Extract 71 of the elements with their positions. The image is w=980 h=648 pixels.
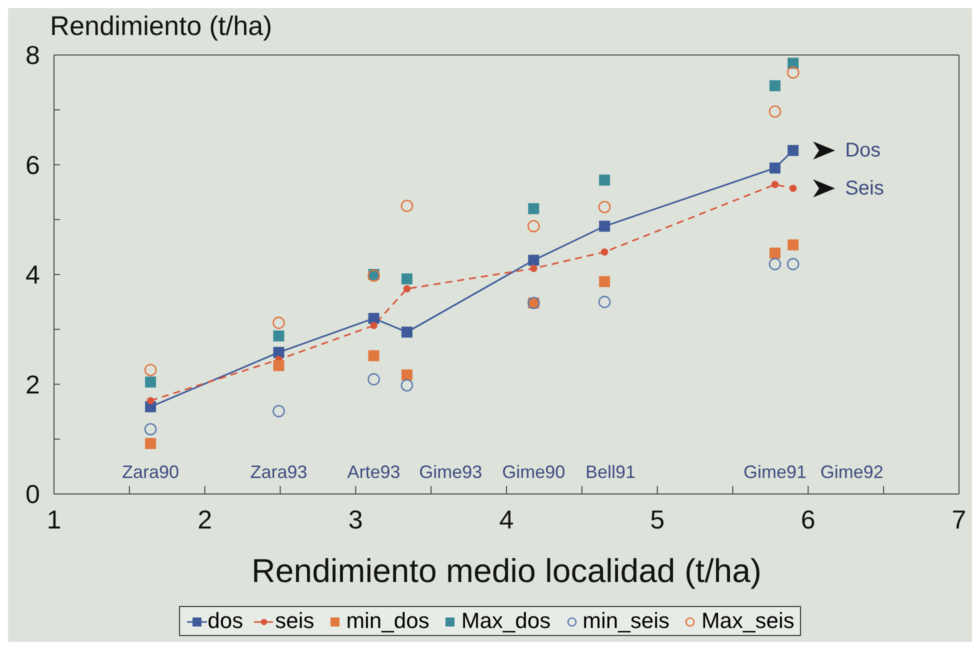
- point: [788, 144, 799, 156]
- legend-label: min_dos: [345, 608, 430, 634]
- annotation: Arte93: [347, 462, 400, 482]
- point: [769, 248, 780, 259]
- y-tick-label: 0: [26, 479, 40, 510]
- point: [368, 373, 380, 386]
- point: [769, 162, 780, 174]
- annotation: Gime93: [419, 462, 482, 482]
- point: [400, 200, 414, 212]
- point: [599, 276, 610, 288]
- annotation: Seis: [845, 177, 884, 200]
- annotation: Dos: [845, 139, 881, 162]
- y-tick-label: 2: [26, 369, 40, 400]
- point: [273, 330, 284, 342]
- x-tick-label: 7: [952, 504, 966, 534]
- point: [598, 200, 611, 214]
- point: [368, 312, 380, 324]
- annotation: Gime92: [820, 462, 884, 482]
- point: [528, 203, 540, 214]
- x-axis-title: Rendimiento medio localidad (t/ha): [252, 552, 762, 589]
- point: [368, 350, 380, 362]
- point: [788, 239, 799, 250]
- point: [146, 397, 154, 404]
- y-tick-label: 6: [26, 150, 40, 180]
- x-tick-label: 5: [650, 504, 665, 534]
- point: [401, 273, 412, 284]
- point: [273, 360, 284, 372]
- point: [786, 258, 800, 270]
- point: [144, 423, 157, 436]
- point: [598, 296, 611, 308]
- y-tick-label: 4: [26, 260, 40, 290]
- point: [272, 404, 285, 418]
- point: [789, 184, 797, 192]
- y-axis-title: Rendimiento (t/ha): [50, 11, 272, 41]
- point: [145, 438, 156, 450]
- point: [273, 346, 284, 358]
- point: [768, 105, 782, 118]
- y-tick-label: 8: [26, 40, 40, 70]
- point: [401, 326, 412, 338]
- legend-label: seis: [274, 608, 314, 634]
- point: [400, 379, 414, 392]
- point: [401, 369, 412, 380]
- point: [530, 264, 538, 272]
- annotation: Gime91: [743, 462, 806, 482]
- point: [144, 364, 157, 376]
- point: [370, 322, 378, 330]
- x-tick-label: 4: [499, 504, 514, 534]
- point: [768, 258, 782, 270]
- point: [771, 180, 779, 188]
- point: [599, 220, 610, 232]
- point: [786, 66, 800, 79]
- x-tick-label: 6: [800, 504, 816, 534]
- x-tick-label: 2: [198, 504, 212, 534]
- point: [769, 80, 780, 92]
- annotation: Bell91: [586, 462, 636, 482]
- legend-label: min_seis: [582, 608, 670, 634]
- legend-label: dos: [206, 608, 244, 634]
- x-tick-label: 1: [46, 504, 62, 534]
- annotation: Zara93: [250, 462, 308, 482]
- legend-label: Max_dos: [460, 608, 551, 634]
- point: [528, 220, 540, 232]
- point: [272, 316, 285, 329]
- point: [528, 254, 540, 266]
- annotation: Zara90: [122, 462, 180, 482]
- x-tick-label: 3: [348, 504, 363, 534]
- point: [145, 376, 156, 388]
- point: [600, 248, 608, 256]
- point: [403, 285, 411, 292]
- legend-label: Max_seis: [700, 608, 794, 634]
- point: [599, 174, 610, 186]
- annotation: Gime90: [502, 462, 566, 482]
